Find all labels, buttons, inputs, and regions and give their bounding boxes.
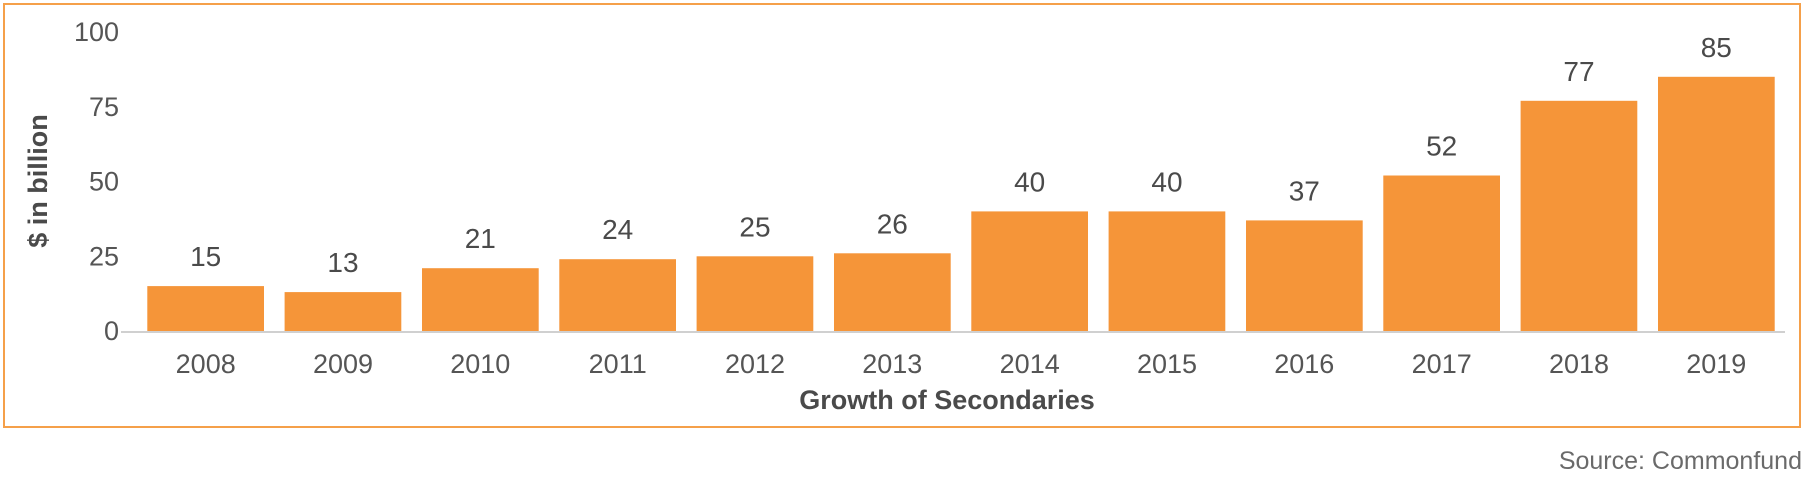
bar-2018 (1520, 100, 1638, 331)
bar-2013 (834, 253, 951, 331)
x-tick-label-2012: 2012 (725, 349, 785, 379)
x-tick-label-2008: 2008 (176, 349, 236, 379)
data-label-2013: 26 (877, 208, 908, 239)
x-tick-label-2013: 2013 (862, 349, 922, 379)
bar-2009 (284, 292, 402, 331)
data-label-2017: 52 (1426, 131, 1457, 162)
x-tick-label-2018: 2018 (1549, 349, 1609, 379)
y-tick-label-75: 75 (89, 92, 119, 122)
data-label-2019: 85 (1701, 32, 1732, 63)
data-label-2014: 40 (1014, 166, 1045, 197)
data-label-2008: 15 (190, 241, 221, 272)
bar-chart: 0 25 50 75 100 15 13 21 24 25 26 40 40 37 52 77 85 2008… (23, 17, 1785, 415)
y-tick-label-50: 50 (89, 167, 119, 197)
data-label-2018: 77 (1563, 56, 1594, 87)
bars (147, 76, 1775, 332)
data-label-2012: 25 (739, 211, 770, 242)
bar-2008 (147, 286, 264, 331)
x-axis-title: Growth of Secondaries (799, 385, 1095, 415)
x-tick-label-2010: 2010 (450, 349, 510, 379)
bar-2019 (1658, 76, 1775, 331)
data-label-2009: 13 (327, 247, 358, 278)
x-tick-label-2015: 2015 (1137, 349, 1197, 379)
data-label-2010: 21 (465, 223, 496, 254)
data-labels: 15 13 21 24 25 26 40 40 37 52 77 85 (190, 32, 1732, 278)
data-label-2015: 40 (1151, 166, 1182, 197)
x-tick-label-2017: 2017 (1412, 349, 1472, 379)
bar-2012 (696, 256, 814, 332)
bar-2010 (422, 268, 539, 331)
x-axis-ticks: 2008 2009 2010 2011 2012 2013 2014 2015 2016 2017… (176, 349, 1747, 379)
bar-2016 (1246, 220, 1363, 331)
chart-frame: 0 25 50 75 100 15 13 21 24 25 26 40 40 37 52 77 85 2008… (3, 3, 1801, 428)
bar-2014 (971, 211, 1088, 331)
x-tick-label-2009: 2009 (313, 349, 373, 379)
bar-2017 (1383, 175, 1500, 331)
x-tick-label-2016: 2016 (1274, 349, 1334, 379)
data-label-2011: 24 (602, 214, 633, 245)
y-axis-title: $ in billion (23, 114, 53, 248)
x-tick-label-2014: 2014 (1000, 349, 1060, 379)
y-tick-label-100: 100 (74, 17, 119, 47)
y-tick-label-25: 25 (89, 241, 119, 271)
bar-2015 (1108, 211, 1226, 331)
data-label-2016: 37 (1289, 175, 1320, 206)
x-tick-label-2011: 2011 (589, 349, 647, 379)
y-axis-ticks: 0 25 50 75 100 (74, 17, 119, 346)
source-note: Source: Commonfund (1558, 447, 1802, 475)
y-tick-label-0: 0 (104, 316, 119, 346)
bar-2011 (559, 259, 676, 331)
x-tick-label-2019: 2019 (1686, 349, 1746, 379)
